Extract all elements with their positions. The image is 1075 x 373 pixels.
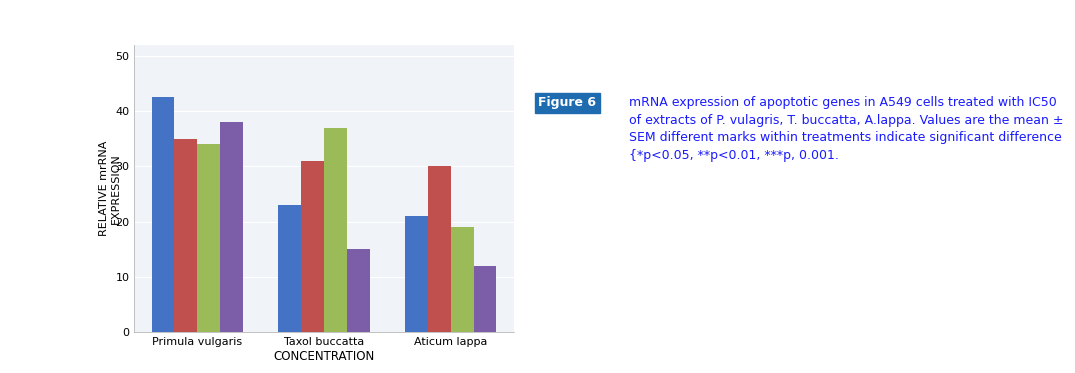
Bar [347,249,370,332]
Bar [450,227,474,332]
X-axis label: CONCENTRATION: CONCENTRATION [273,350,375,363]
Bar [474,266,497,332]
Text: Figure 6: Figure 6 [539,97,597,109]
Text: mRNA expression of apoptotic genes in A549 cells treated with IC50
of extracts o: mRNA expression of apoptotic genes in A5… [629,97,1064,162]
Bar [174,139,197,332]
Bar [405,216,428,332]
Bar [301,161,324,332]
Bar [278,205,301,332]
Bar [152,97,174,332]
Bar [324,128,347,332]
Bar [197,144,220,332]
Bar [428,166,450,332]
Bar [220,122,243,332]
Y-axis label: RELATIVE mrRNA
EXPRESSION: RELATIVE mrRNA EXPRESSION [99,141,120,236]
